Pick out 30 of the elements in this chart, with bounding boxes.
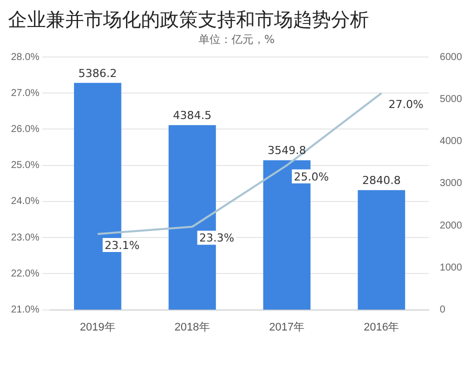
chart-title: 企业兼并市场化的政策支持和市场趋势分析 <box>8 8 370 32</box>
data-label: 23.3% <box>199 232 234 245</box>
data-label: 3549.8 <box>268 144 306 158</box>
data-label: 4384.5 <box>173 109 212 122</box>
y2-tick-label: 4000 <box>440 136 462 148</box>
bar <box>358 190 406 310</box>
y2-tick-label: 6000 <box>440 52 462 63</box>
y-tick-label: 22.0% <box>10 268 40 280</box>
y2-tick-label: 1000 <box>440 262 462 274</box>
x-tick-label: 2016年 <box>364 321 400 334</box>
data-label: 27.0% <box>388 98 424 112</box>
data-label: 2840.8 <box>362 174 401 188</box>
data-label: 5386.2 <box>78 66 117 80</box>
y2-tick-label: 5000 <box>440 94 462 105</box>
y-tick-label: 28.0% <box>10 52 40 63</box>
x-tick-label: 2018年 <box>174 321 210 334</box>
y-tick-label: 23.0% <box>10 232 40 244</box>
y2-tick-label: 0 <box>440 304 446 316</box>
data-label: 25.0% <box>294 170 329 184</box>
data-label: 23.1% <box>104 238 140 252</box>
x-tick-label: 2019年 <box>80 321 116 334</box>
y-tick-label: 21.0% <box>10 304 40 316</box>
y-tick-label: 27.0% <box>10 88 40 99</box>
text: 单位：亿元，% <box>197 32 276 47</box>
y-tick-label: 25.0% <box>10 160 40 172</box>
y2-tick-label: 2000 <box>440 220 462 232</box>
y-tick-label: 26.0% <box>10 124 40 135</box>
y2-tick-label: 3000 <box>440 178 462 190</box>
y-tick-label: 24.0% <box>10 196 40 208</box>
x-tick-label: 2017年 <box>269 321 305 334</box>
